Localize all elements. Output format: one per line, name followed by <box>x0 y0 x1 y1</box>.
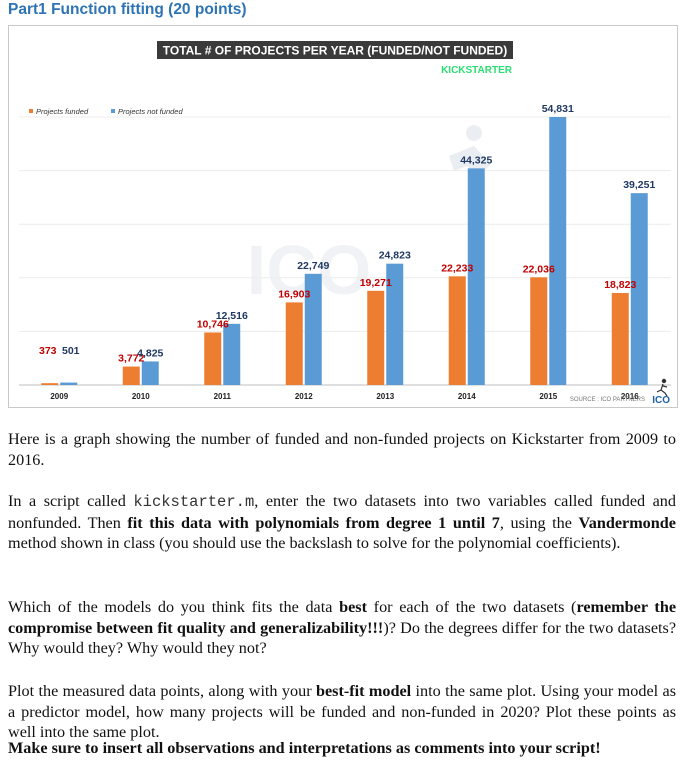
data-label-not-funded-2011: 12,516 <box>216 310 248 322</box>
data-label-not-funded-2014: 44,325 <box>460 154 492 166</box>
bar-not-funded-2013 <box>386 263 404 385</box>
bar-not-funded-2015 <box>549 117 567 385</box>
bar-funded-2013 <box>367 290 385 385</box>
runner-icon <box>656 378 668 397</box>
bar-not-funded-2009 <box>60 382 78 385</box>
data-label-funded-2010: 3,772 <box>118 353 144 365</box>
x-tick-label-2011: 2011 <box>214 392 232 401</box>
instructions-bold-vandermonde: Vandermonde <box>578 513 676 532</box>
instructions-text-b: , enter the two datasets into two variab… <box>8 492 676 532</box>
chart-figure: TOTAL # OF PROJECTS PER YEAR (FUNDED/NOT… <box>8 25 678 408</box>
question-bold-best: best <box>339 598 367 616</box>
plot-text-a: Plot the measured data points, along wit… <box>8 682 316 700</box>
instructions-bold-fit: fit this data with polynomials from degr… <box>127 513 500 532</box>
bar-chart: TOTAL # OF PROJECTS PER YEAR (FUNDED/NOT… <box>19 41 671 406</box>
question-bold-remember: remember the compromise between fit qual… <box>8 598 677 637</box>
bar-funded-2016 <box>611 292 629 385</box>
x-tick-label-2014: 2014 <box>458 392 476 401</box>
data-label-not-funded-2015: 54,831 <box>542 103 574 115</box>
x-tick-label-2009: 2009 <box>50 392 68 401</box>
final-instruction: Make sure to insert all observations and… <box>8 739 601 757</box>
question-text-b: for each of the two datasets ( <box>367 598 577 616</box>
question-text-c: )? Do the degrees differ for the two dat… <box>8 618 676 658</box>
data-label-not-funded-2012: 22,749 <box>297 260 329 272</box>
instructions-text-d: method shown in class (you should use th… <box>8 534 621 552</box>
data-label-not-funded-2010: 4,825 <box>137 347 163 359</box>
plot-text-b: into the same plot. Using your model as … <box>8 682 676 741</box>
bar-funded-2012 <box>285 302 303 385</box>
x-tick-label-2010: 2010 <box>132 392 150 401</box>
chart-title-banner <box>157 41 513 59</box>
bar-funded-2014 <box>448 276 466 385</box>
data-label-funded-2013: 19,271 <box>360 277 392 289</box>
legend-swatch-funded <box>29 109 33 113</box>
ico-logo: ICO <box>652 395 670 406</box>
data-label-not-funded-2009: 501 <box>62 345 80 357</box>
legend-label-not-funded: Projects not funded <box>118 107 183 116</box>
data-label-funded-2014: 22,233 <box>441 262 473 274</box>
bar-funded-2015 <box>530 277 548 385</box>
data-label-funded-2016: 18,823 <box>604 279 636 291</box>
data-label-not-funded-2013: 24,823 <box>379 250 411 262</box>
x-tick-label-2015: 2015 <box>539 392 557 401</box>
chart-title: TOTAL # OF PROJECTS PER YEAR (FUNDED/NOT… <box>163 44 507 58</box>
instructions-text-c: , using the <box>499 513 579 532</box>
script-filename: kickstarter.m <box>133 493 255 511</box>
data-label-not-funded-2016: 39,251 <box>623 179 655 191</box>
data-label-funded-2009: 373 <box>39 345 57 357</box>
data-label-funded-2012: 16,903 <box>278 288 310 300</box>
x-tick-label-2013: 2013 <box>376 392 394 401</box>
x-tick-label-2012: 2012 <box>295 392 313 401</box>
intro-paragraph: Here is a graph showing the number of fu… <box>8 430 676 469</box>
bar-funded-2010 <box>122 366 140 385</box>
runner-watermark-icon <box>449 125 491 176</box>
bar-not-funded-2010 <box>141 361 159 385</box>
plot-paragraph: Plot the measured data points, along wit… <box>8 681 676 743</box>
bar-not-funded-2011 <box>223 323 241 385</box>
bar-funded-2009 <box>41 383 59 385</box>
kickstarter-brand: KICKSTARTER <box>441 65 513 76</box>
bar-funded-2011 <box>204 332 222 385</box>
chart-legend: Projects funded Projects not funded <box>29 107 183 116</box>
question-text-a: Which of the models do you think fits th… <box>8 598 340 616</box>
plot-bold-bestfit: best-fit model <box>315 682 412 700</box>
instructions-paragraph: In a script called kickstarter.m, enter … <box>8 491 676 554</box>
legend-label-funded: Projects funded <box>36 107 89 116</box>
bar-not-funded-2014 <box>467 168 485 385</box>
data-label-funded-2015: 22,036 <box>523 263 555 275</box>
bar-not-funded-2012 <box>304 273 322 385</box>
section-heading: Part1 Function fitting (20 points) <box>8 1 247 18</box>
chart-x-ticks: 2009 2010 2011 2012 2013 2014 2015 2016 <box>50 392 639 401</box>
question-paragraph: Which of the models do you think fits th… <box>8 597 676 659</box>
chart-bars <box>41 117 648 385</box>
x-tick-label-2016: 2016 <box>621 392 639 401</box>
legend-swatch-not-funded <box>111 109 115 113</box>
instructions-text-a: In a script called <box>8 492 134 510</box>
data-label-funded-2011: 10,746 <box>197 318 229 330</box>
chart-source: SOURCE : ICO PARTNERS <box>570 397 645 403</box>
bar-not-funded-2016 <box>630 193 648 385</box>
